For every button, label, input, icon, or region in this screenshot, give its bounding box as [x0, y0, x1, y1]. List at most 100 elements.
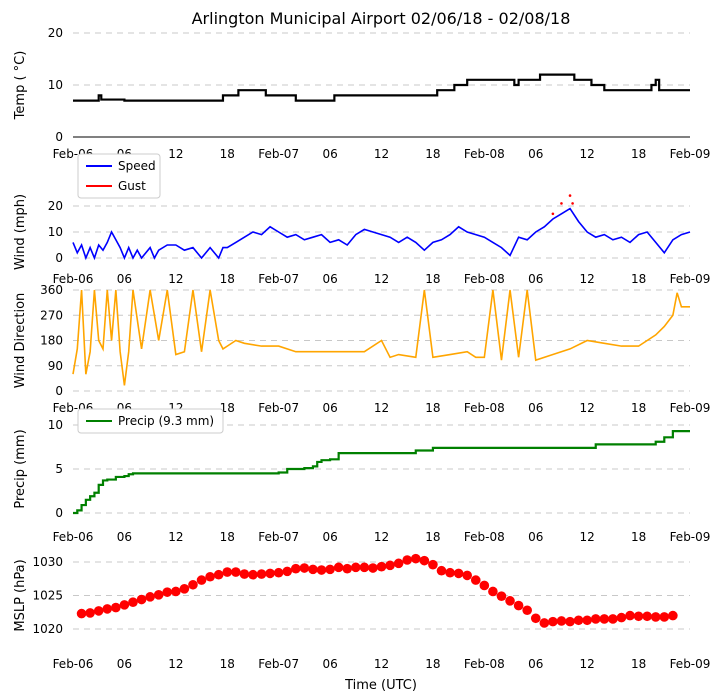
- x-tick-label: Feb-07: [258, 401, 299, 415]
- x-tick-label: 18: [220, 147, 235, 161]
- mslp-point: [573, 615, 584, 626]
- mslp-point: [453, 568, 464, 579]
- x-tick-label: Feb-06: [53, 530, 94, 544]
- mslp-point: [213, 569, 224, 580]
- y-tick-label: 180: [40, 334, 63, 348]
- x-tick-label: 12: [374, 401, 389, 415]
- x-tick-label: 12: [580, 147, 595, 161]
- x-tick-label: Feb-08: [464, 147, 505, 161]
- panel-precipitation: 0 5 10 Precip (mm) Feb-06 06 12 18 Feb-07 06 12 18 F…: [13, 408, 710, 544]
- mslp-point: [111, 602, 121, 613]
- y-axis-label: Precip (mm): [13, 429, 28, 508]
- x-tick-label: 06: [528, 530, 543, 544]
- x-tick-label: 18: [631, 272, 646, 286]
- x-tick-label: 06: [117, 530, 132, 544]
- series-line-speed: [72, 207, 691, 261]
- legend-label: Speed: [118, 159, 156, 173]
- x-tick-label: Feb-09: [670, 401, 711, 415]
- mslp-point: [76, 608, 87, 619]
- x-tick-label: 06: [322, 147, 337, 161]
- x-tick-label: 18: [425, 147, 440, 161]
- mslp-point: [410, 553, 421, 564]
- y-tick-label: 1025: [32, 589, 63, 603]
- mslp-point: [316, 565, 327, 575]
- mslp-point: [539, 618, 550, 628]
- mslp-point: [436, 565, 447, 576]
- x-tick-label: 18: [631, 401, 646, 415]
- mslp-point: [119, 600, 130, 610]
- x-tick-label: Feb-07: [258, 530, 299, 544]
- x-tick-label: Feb-07: [258, 147, 299, 161]
- x-tick-label: 18: [220, 272, 235, 286]
- mslp-point: [93, 606, 104, 616]
- x-tick-label: Feb-08: [464, 530, 505, 544]
- mslp-point: [162, 587, 173, 597]
- mslp-point: [556, 616, 567, 626]
- y-tick-label: 20: [48, 26, 63, 40]
- mslp-point: [590, 614, 601, 624]
- panel-wind: 0 10 20 Wind (mph) Feb-06 06 12 18 Feb-07 06 12 18 F…: [13, 153, 711, 286]
- y-tick-label: 10: [48, 78, 63, 92]
- x-tick-label: 06: [528, 147, 543, 161]
- series-line-temp: [73, 73, 690, 102]
- mslp-point: [385, 560, 395, 571]
- mslp-point: [239, 569, 250, 579]
- x-tick-label: Feb-09: [670, 272, 711, 286]
- mslp-point: [248, 569, 258, 580]
- y-tick-label: 10: [48, 225, 63, 239]
- mslp-point: [299, 563, 310, 573]
- y-axis-label: Temp ( °C): [13, 51, 28, 121]
- x-tick-label: Feb-07: [258, 272, 299, 286]
- y-tick-label: 1020: [32, 622, 63, 636]
- y-tick-label: 10: [48, 418, 63, 432]
- mslp-point: [273, 567, 284, 578]
- mslp-point: [548, 616, 558, 627]
- y-tick-label: 0: [55, 384, 63, 398]
- x-tick-label: 12: [168, 272, 183, 286]
- x-tick-label: 12: [168, 657, 183, 671]
- x-tick-label: 06: [322, 530, 337, 544]
- x-tick-label: 12: [374, 147, 389, 161]
- x-tick-label: 06: [528, 657, 543, 671]
- x-tick-label: Feb-09: [670, 147, 711, 161]
- x-tick-label: 18: [425, 272, 440, 286]
- gust-point: [571, 202, 574, 205]
- x-tick-label: 06: [117, 272, 132, 286]
- mslp-point: [350, 562, 361, 573]
- x-tick-label: 06: [322, 657, 337, 671]
- mslp-point: [196, 575, 207, 585]
- mslp-point: [445, 567, 455, 578]
- x-tick-label: Feb-06: [53, 272, 94, 286]
- mslp-point: [470, 575, 481, 585]
- legend-label: Gust: [118, 179, 146, 193]
- mslp-point: [308, 564, 318, 575]
- mslp-point: [530, 613, 541, 624]
- mslp-point: [642, 611, 652, 622]
- series-line-direction: [72, 289, 690, 386]
- y-axis-label: MSLP (hPa): [13, 559, 28, 631]
- gust-point: [568, 194, 572, 197]
- mslp-point: [333, 562, 344, 573]
- gust-point: [560, 202, 563, 205]
- mslp-point: [462, 570, 472, 581]
- gust-point: [551, 212, 555, 216]
- legend-box: [77, 408, 224, 434]
- x-tick-label: 12: [168, 530, 183, 544]
- x-tick-label: 12: [374, 272, 389, 286]
- legend-label: Precip (9.3 mm): [118, 414, 214, 428]
- x-tick-label: 18: [631, 147, 646, 161]
- panel-mslp: 1020 1025 1030 MSLP (hPa) Feb-06 06 12 18 Feb-07…: [13, 553, 710, 671]
- mslp-point: [368, 563, 378, 573]
- mslp-point: [625, 610, 635, 621]
- mslp-point: [179, 584, 190, 594]
- mslp-point: [265, 568, 275, 579]
- mslp-point: [325, 564, 335, 575]
- x-tick-label: 18: [425, 530, 440, 544]
- y-tick-label: 0: [55, 251, 63, 265]
- y-tick-label: 20: [48, 199, 63, 213]
- mslp-point: [222, 567, 233, 577]
- mslp-point: [102, 604, 113, 614]
